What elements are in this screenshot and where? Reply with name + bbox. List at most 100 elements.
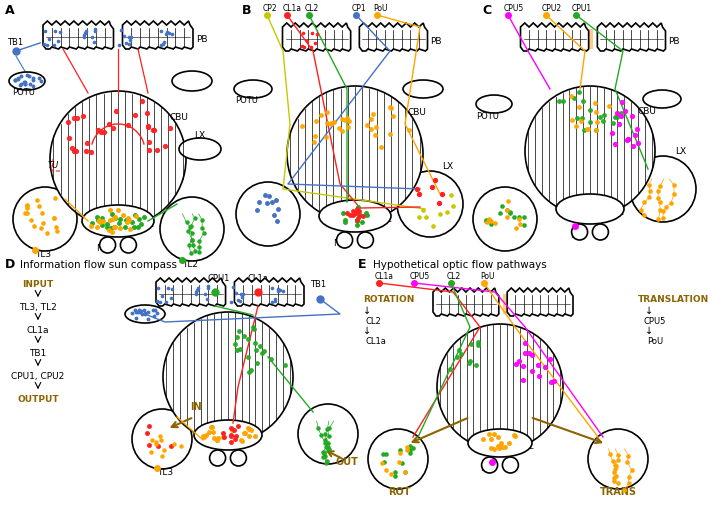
PathPatch shape: [507, 289, 573, 317]
Circle shape: [50, 92, 186, 228]
Text: CBU: CBU: [638, 107, 657, 116]
Text: CL2: CL2: [365, 317, 381, 325]
Text: CL1a: CL1a: [375, 271, 394, 280]
PathPatch shape: [598, 24, 666, 52]
Text: CPU1: CPU1: [208, 273, 230, 282]
Bar: [602, 30, 611, 50]
Text: B: B: [242, 4, 251, 17]
Text: LX: LX: [675, 147, 686, 156]
Text: TL3: TL3: [35, 249, 51, 259]
Text: CPU1, CPU2: CPU1, CPU2: [11, 372, 64, 381]
Circle shape: [358, 233, 373, 248]
Text: TRANSLATION: TRANSLATION: [638, 294, 708, 303]
Bar: [575, 30, 584, 50]
Text: CL1a: CL1a: [248, 273, 269, 282]
Text: CPU1: CPU1: [572, 4, 592, 13]
Text: CP2: CP2: [263, 4, 278, 13]
Circle shape: [210, 450, 226, 466]
Text: ↓: ↓: [363, 305, 371, 316]
Text: CL2: CL2: [447, 271, 461, 280]
Circle shape: [571, 224, 588, 241]
Bar: [512, 294, 520, 315]
Ellipse shape: [179, 139, 221, 161]
Circle shape: [630, 157, 696, 222]
Ellipse shape: [125, 305, 165, 323]
Text: ↓: ↓: [645, 325, 653, 335]
Text: OUT: OUT: [336, 456, 359, 466]
Text: CL1a: CL1a: [283, 4, 302, 13]
Text: LX: LX: [442, 162, 453, 171]
Text: Information flow sun compass: Information flow sun compass: [20, 260, 177, 269]
Circle shape: [160, 197, 224, 262]
Text: CL1a: CL1a: [27, 326, 50, 335]
Text: TB1: TB1: [7, 38, 23, 47]
Circle shape: [437, 324, 563, 450]
Bar: [530, 30, 539, 50]
PathPatch shape: [156, 278, 226, 306]
Circle shape: [473, 188, 537, 251]
Bar: [539, 30, 548, 50]
Text: CL1a: CL1a: [365, 336, 386, 345]
Bar: [373, 30, 382, 50]
PathPatch shape: [234, 278, 304, 306]
Text: PoU: PoU: [480, 271, 494, 280]
Circle shape: [13, 188, 77, 251]
Text: TRANS: TRANS: [600, 486, 637, 496]
Circle shape: [397, 172, 463, 238]
Ellipse shape: [9, 73, 45, 91]
Text: PB: PB: [430, 38, 442, 46]
Bar: [282, 30, 292, 50]
Text: CBU: CBU: [170, 113, 189, 122]
Text: TB1: TB1: [29, 349, 47, 358]
Bar: [309, 30, 319, 50]
Circle shape: [503, 457, 518, 473]
Bar: [566, 30, 575, 50]
Text: POTU: POTU: [12, 88, 35, 97]
Text: POTU: POTU: [235, 96, 258, 105]
Text: CBL: CBL: [608, 208, 624, 216]
Ellipse shape: [194, 420, 262, 450]
Ellipse shape: [319, 201, 391, 233]
Text: LX: LX: [195, 131, 205, 140]
Bar: [292, 30, 301, 50]
Ellipse shape: [643, 91, 681, 109]
Ellipse shape: [403, 81, 443, 99]
Circle shape: [230, 450, 246, 466]
Ellipse shape: [82, 206, 154, 238]
Text: CBU: CBU: [407, 108, 426, 117]
Text: TB1: TB1: [310, 279, 326, 289]
Text: NO: NO: [480, 463, 493, 472]
Text: PB: PB: [668, 38, 680, 46]
PathPatch shape: [122, 22, 193, 50]
Text: PoU: PoU: [373, 4, 387, 13]
Text: CP1: CP1: [352, 4, 367, 13]
Text: TL2: TL2: [182, 260, 198, 268]
PathPatch shape: [43, 22, 113, 50]
Circle shape: [481, 457, 498, 473]
Text: C: C: [482, 4, 491, 17]
Bar: [382, 30, 392, 50]
Text: IN: IN: [190, 401, 202, 411]
Circle shape: [100, 238, 115, 253]
Circle shape: [588, 429, 648, 489]
Text: CPU5: CPU5: [410, 271, 430, 280]
Text: POTU: POTU: [476, 112, 499, 121]
Circle shape: [120, 238, 137, 253]
Text: ROTATION: ROTATION: [363, 294, 414, 303]
Text: CBL: CBL: [138, 219, 154, 229]
Bar: [301, 30, 309, 50]
Ellipse shape: [556, 194, 624, 224]
PathPatch shape: [282, 24, 350, 52]
Text: TL3: TL3: [157, 467, 173, 476]
Bar: [459, 294, 468, 315]
Text: NO: NO: [96, 243, 109, 252]
Text: CL2: CL2: [305, 4, 319, 13]
Ellipse shape: [172, 72, 212, 92]
Circle shape: [236, 183, 300, 246]
Text: CPU5: CPU5: [504, 4, 524, 13]
Text: Hypothetical optic flow pathways: Hypothetical optic flow pathways: [373, 260, 547, 269]
Text: D: D: [5, 258, 16, 270]
Bar: [450, 294, 459, 315]
Ellipse shape: [468, 429, 532, 457]
Text: PoU: PoU: [647, 336, 663, 345]
